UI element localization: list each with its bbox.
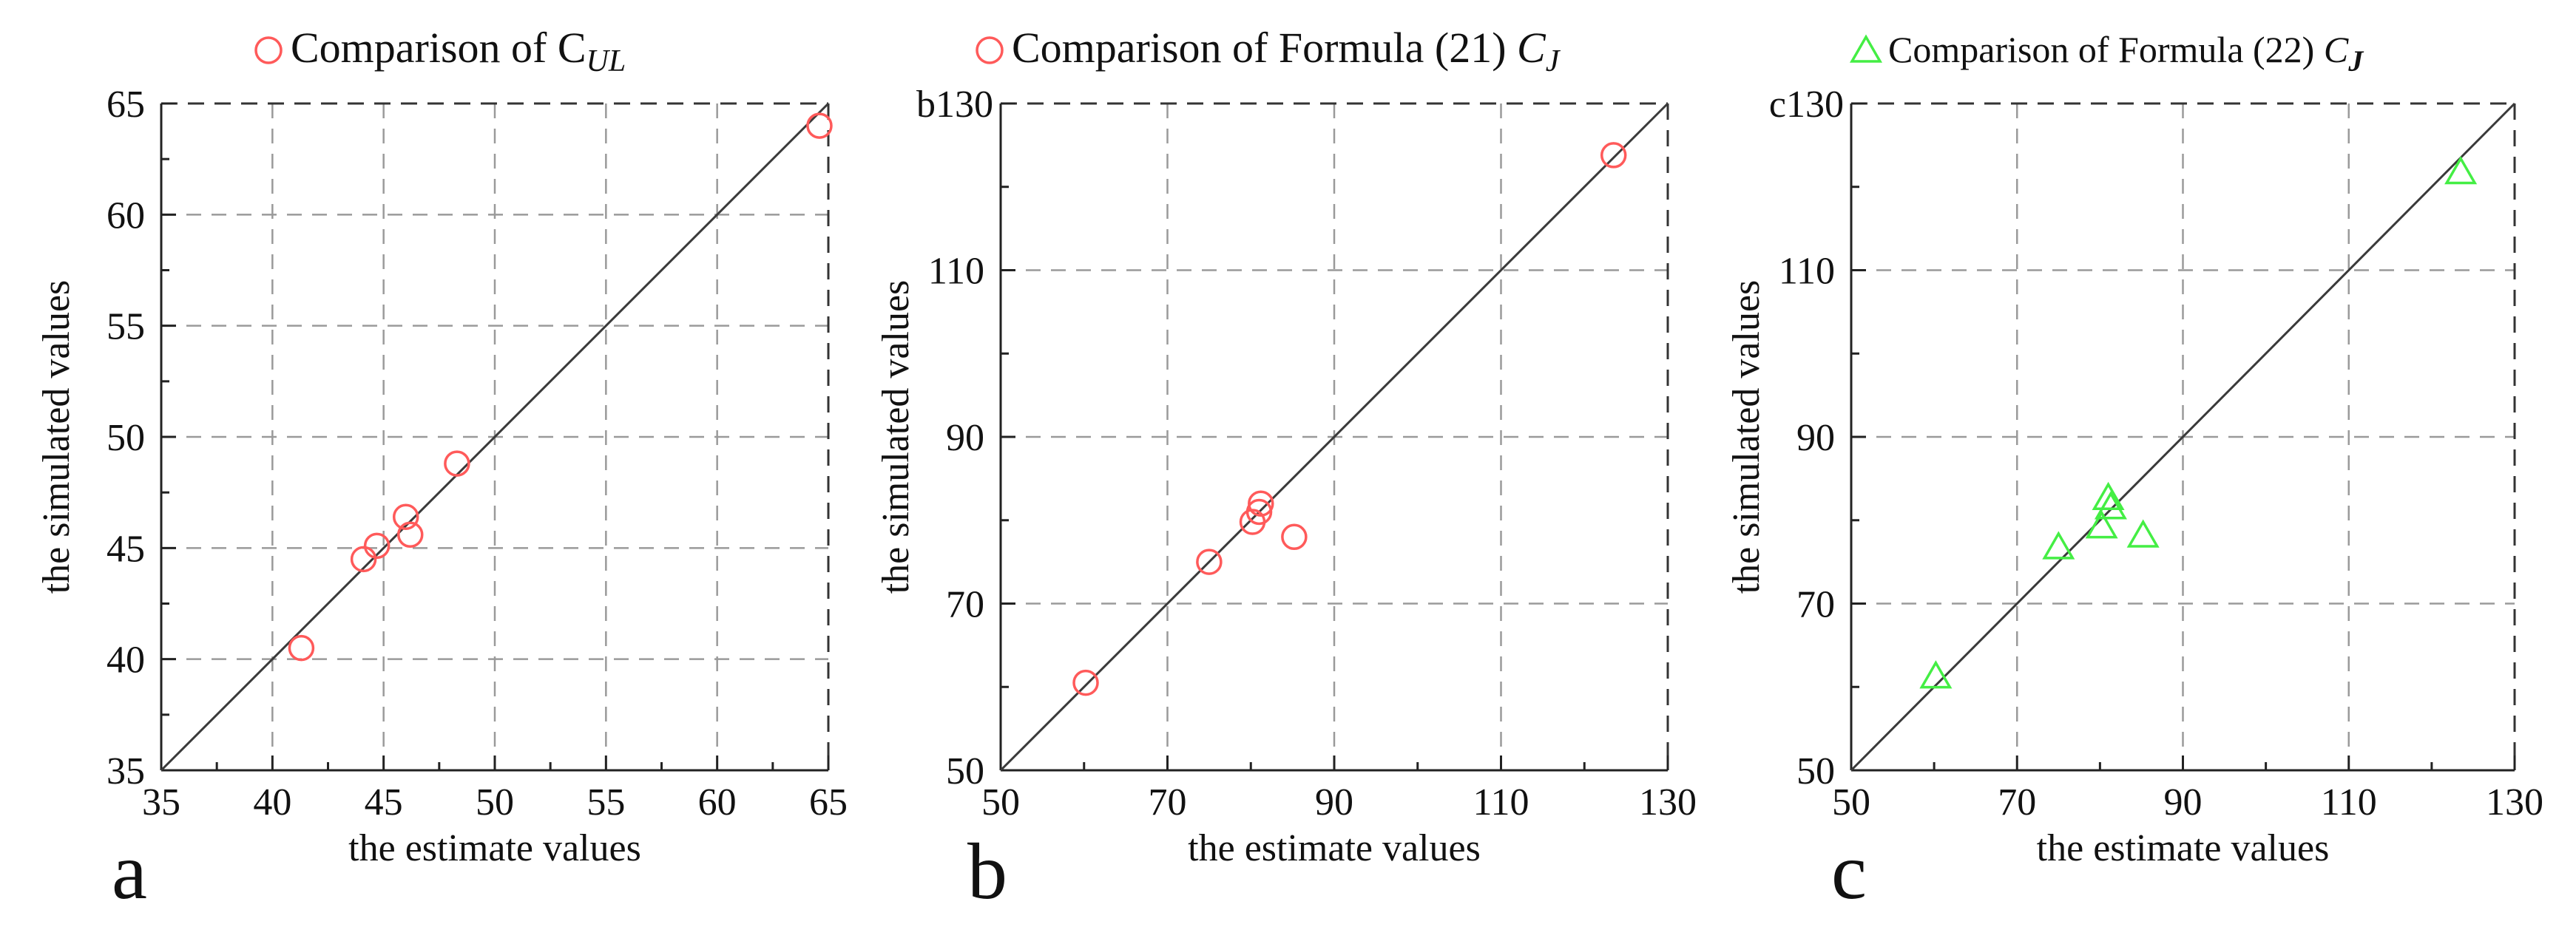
x-axis-title: the estimate values	[2037, 827, 2330, 869]
x-tick-label: 130	[1639, 781, 1697, 824]
data-point	[2126, 519, 2160, 548]
y-tick-label: 55	[107, 306, 145, 348]
y-tick-label: 45	[107, 528, 145, 570]
panel-letter: a	[112, 828, 147, 916]
data-point	[2094, 491, 2127, 520]
x-tick-label: 50	[476, 781, 514, 824]
data-point	[392, 503, 419, 530]
data-point	[1281, 523, 1308, 551]
legend-label: Comparison of Formula (21) CJ	[1012, 24, 1561, 78]
y-tick-label: 50	[946, 750, 984, 792]
legend-label: Comparison of CUL	[291, 24, 626, 78]
x-tick-label: 55	[586, 781, 625, 824]
y-axis-title: the simulated values	[875, 280, 917, 594]
legend-marker-circle	[976, 36, 1004, 64]
legend-italic-symbol: C	[1517, 24, 1546, 72]
data-point	[2092, 481, 2125, 511]
x-tick-label: 90	[1315, 781, 1353, 824]
data-point	[1196, 549, 1223, 575]
x-tick-label: 70	[1149, 781, 1187, 824]
data-point	[1600, 142, 1627, 169]
x-tick-label: 90	[2164, 781, 2203, 824]
data-point	[288, 634, 315, 662]
y-tick-label: 60	[107, 194, 145, 237]
y-tick-label: 50	[1796, 750, 1835, 792]
x-tick-label: 45	[365, 781, 403, 824]
data-point	[1072, 669, 1099, 696]
x-tick-label: 130	[2486, 781, 2543, 824]
y-tick-label: 65	[107, 84, 145, 126]
x-tick-label: 110	[2321, 781, 2377, 824]
legend-text: Comparison of Formula (22)	[1888, 29, 2324, 70]
data-point	[1248, 490, 1274, 517]
data-point	[1245, 498, 1273, 526]
x-tick-label: 60	[698, 781, 737, 824]
y-tick-label: 110	[1779, 251, 1835, 293]
data-point	[444, 450, 470, 477]
y-axis-title: the simulated values	[1725, 280, 1768, 594]
x-tick-label: 35	[142, 781, 180, 824]
y-axis-title: the simulated values	[36, 280, 78, 594]
data-point	[350, 546, 377, 573]
reference-line-y-equals-x	[1850, 102, 2516, 772]
data-point	[363, 532, 391, 560]
reference-line-y-equals-x	[160, 102, 830, 772]
y-tick-label: 70	[1796, 584, 1835, 626]
x-axis-title: the estimate values	[348, 827, 641, 869]
legend-text: Comparison of C	[291, 24, 586, 72]
x-tick-label: 110	[1473, 781, 1529, 824]
y-tick-label: 90	[1796, 417, 1835, 459]
y-tick-label: 110	[928, 251, 984, 293]
legend-marker-triangle	[1849, 34, 1883, 63]
corner-label: c130	[1769, 84, 1844, 126]
data-point	[1919, 660, 1953, 689]
y-tick-label: 90	[946, 417, 984, 459]
panel-c: 50 70 90 110 130 50 70 90 110 c130 the estimate va…	[1725, 29, 2543, 916]
panel-letter: b	[967, 828, 1007, 916]
x-axis-title: the estimate values	[1188, 827, 1481, 869]
x-tick-label: 50	[981, 781, 1020, 824]
panel-b: 50 70 90 110 130 50 70 90 110 b130 the estimate va…	[875, 24, 1697, 916]
data-point	[2085, 510, 2118, 539]
x-tick-label: 70	[1998, 781, 2036, 824]
panel-a: 35 40 45 50 55 60 65 35 40 45 50 55 60 65 the estimate…	[36, 24, 848, 916]
legend-label: Comparison of Formula (22) CJ	[1888, 29, 2364, 78]
legend-italic-symbol: C	[2324, 29, 2349, 70]
legend-text: Comparison of Formula (21)	[1012, 24, 1517, 72]
legend-marker-circle	[254, 36, 283, 64]
legend-subscript: UL	[586, 44, 626, 78]
reference-line-y-equals-x	[999, 102, 1669, 772]
legend-subscript: J	[1546, 44, 1561, 78]
x-tick-label: 40	[253, 781, 291, 824]
y-tick-label: 35	[107, 750, 145, 792]
y-tick-label: 40	[107, 639, 145, 682]
legend-subscript: J	[2347, 44, 2364, 78]
panel-letter: c	[1831, 828, 1867, 916]
data-point	[2444, 155, 2478, 185]
data-point	[2042, 531, 2075, 560]
x-tick-label: 50	[1832, 781, 1870, 824]
y-tick-label: 50	[107, 417, 145, 459]
x-tick-label: 65	[809, 781, 848, 824]
data-point	[396, 521, 424, 549]
data-point	[806, 112, 833, 139]
y-tick-label: 70	[946, 584, 984, 626]
corner-label: b130	[916, 84, 993, 126]
